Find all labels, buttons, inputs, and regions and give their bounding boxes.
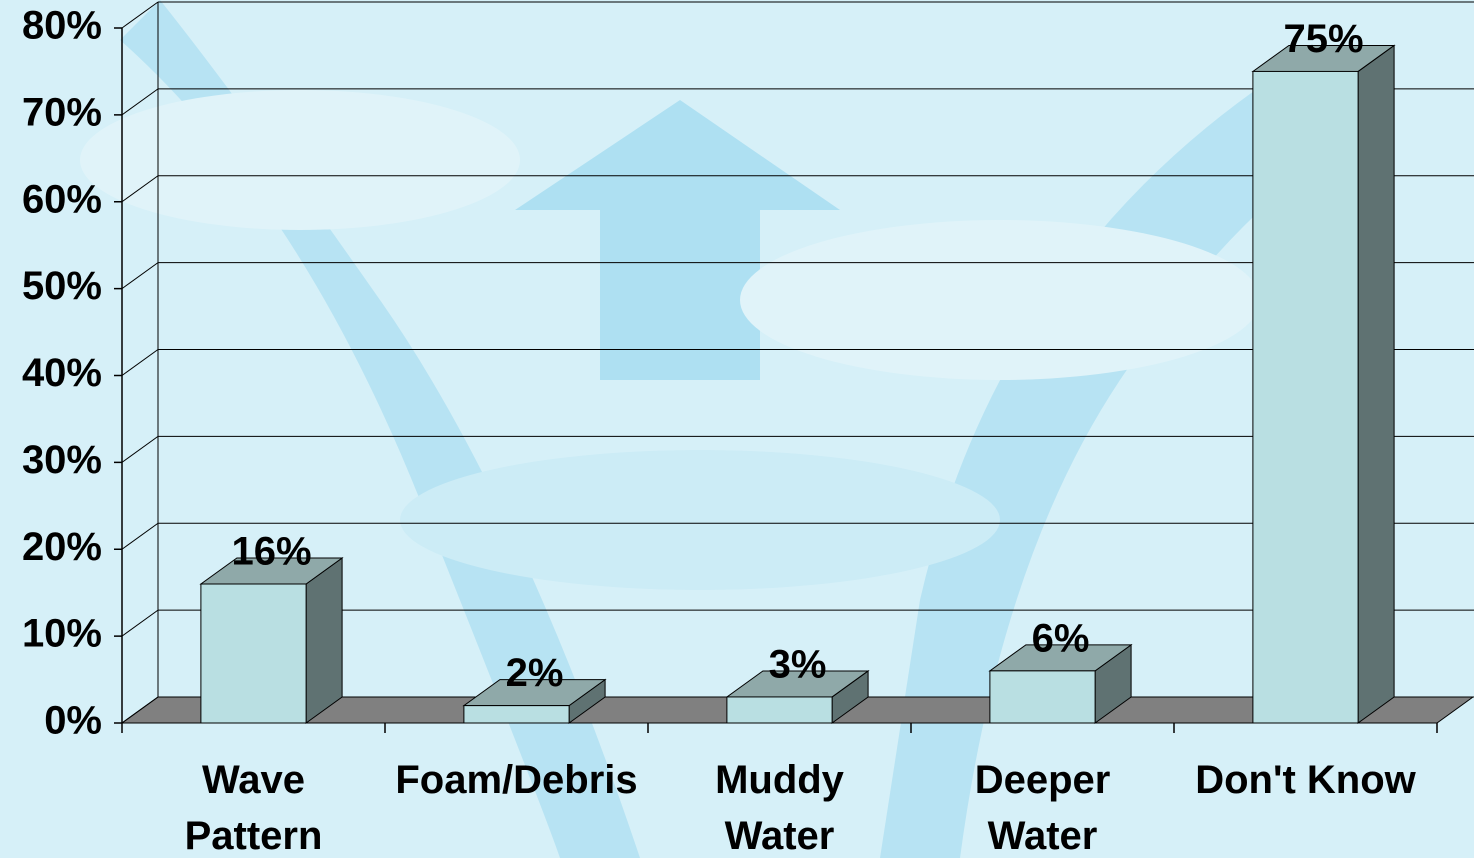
- bar: [463, 705, 570, 724]
- y-tick-label: 20%: [22, 525, 102, 569]
- y-tick-label: 60%: [22, 177, 102, 221]
- bar-side: [1357, 44, 1395, 724]
- x-tick-label: Muddy Water: [715, 758, 844, 858]
- grid-line-side: [121, 262, 159, 290]
- bar-side: [305, 557, 343, 724]
- grid-line-side: [121, 1, 159, 29]
- value-label: 16%: [231, 530, 311, 574]
- grid-line-side: [121, 522, 159, 550]
- bar: [200, 583, 307, 724]
- grid-line-side: [121, 435, 159, 463]
- y-tick-label: 70%: [22, 90, 102, 134]
- x-tick-label: Don't Know: [1195, 758, 1416, 802]
- y-tick-label: 80%: [22, 4, 102, 48]
- grid-line-side: [121, 88, 159, 116]
- grid-line-side: [121, 609, 159, 637]
- value-label: 75%: [1283, 17, 1363, 61]
- grid-line-side: [121, 696, 159, 724]
- x-tick-label: Foam/Debris: [395, 758, 638, 802]
- x-tick-label: Deeper Water: [974, 758, 1111, 858]
- grid-line-side: [121, 349, 159, 376]
- value-label: 2%: [506, 651, 564, 695]
- bar: [726, 696, 833, 724]
- y-tick-label: 50%: [22, 264, 102, 308]
- background-art: [80, 0, 1380, 858]
- x-tick-label: Wave Pattern: [184, 758, 323, 858]
- y-tick-label: 10%: [22, 612, 102, 656]
- bar: [989, 670, 1096, 724]
- value-label: 3%: [769, 643, 827, 687]
- y-tick-label: 30%: [22, 438, 102, 482]
- y-tick-label: 40%: [22, 351, 102, 395]
- grid-line-side: [121, 175, 159, 203]
- value-label: 6%: [1032, 616, 1090, 660]
- bar: [1252, 70, 1359, 724]
- y-tick-label: 0%: [44, 699, 102, 743]
